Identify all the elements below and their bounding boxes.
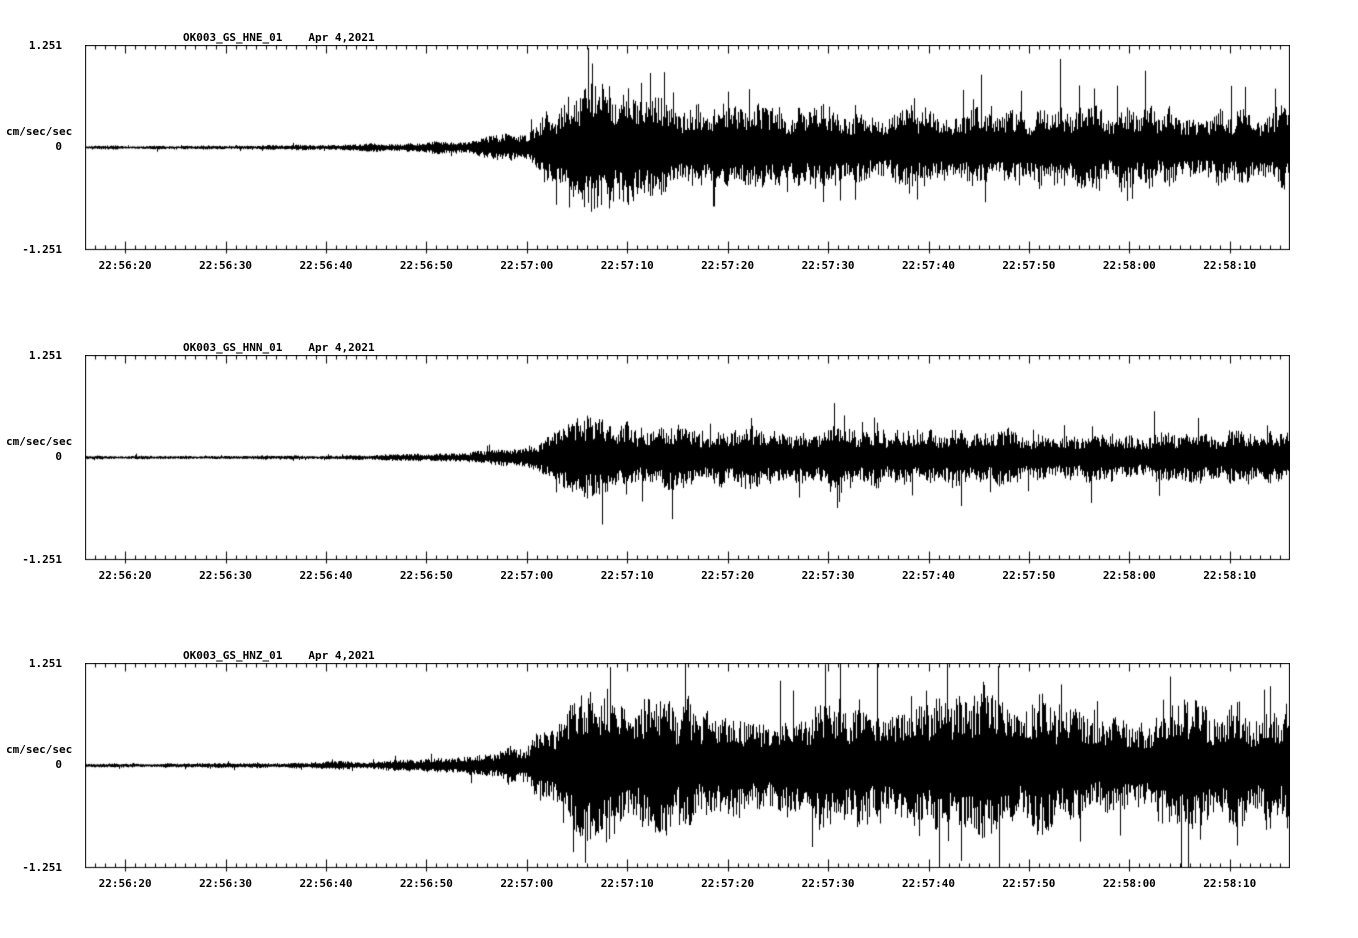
- x-tick-label: 22:56:30: [199, 259, 253, 272]
- y-axis-min-label: -1.251: [22, 861, 62, 874]
- y-axis-unit-label: cm/sec/sec: [6, 743, 73, 756]
- x-tick-label: 22:56:40: [299, 569, 353, 582]
- x-tick-label: 22:57:30: [801, 259, 855, 272]
- waveform-canvas-hne: [85, 45, 1290, 255]
- y-axis-zero-label: 0: [55, 758, 62, 771]
- panel-title-row: OK003_GS_HNN_01 Apr 4,2021: [183, 341, 375, 354]
- panel-title-row: OK003_GS_HNZ_01 Apr 4,2021: [183, 649, 375, 662]
- x-tick-label: 22:57:10: [600, 877, 654, 890]
- x-tick-label: 22:57:40: [902, 259, 955, 272]
- panel-title-row: OK003_GS_HNE_01 Apr 4,2021: [183, 31, 375, 44]
- x-tick-label: 22:57:40: [902, 877, 955, 890]
- x-tick-label: 22:58:10: [1203, 569, 1257, 582]
- x-tick-label: 22:57:00: [500, 569, 554, 582]
- x-tick-label: 22:58:10: [1203, 877, 1257, 890]
- x-tick-label: 22:56:50: [399, 569, 453, 582]
- panel-date-label: Apr 4,2021: [308, 31, 375, 44]
- y-axis-max-label: 1.251: [28, 39, 62, 52]
- x-tick-label: 22:57:50: [1002, 569, 1056, 582]
- x-tick-label: 22:57:10: [600, 259, 654, 272]
- panel-date-label: Apr 4,2021: [308, 649, 375, 662]
- x-tick-label: 22:57:20: [701, 877, 755, 890]
- x-tick-label: 22:56:30: [199, 877, 253, 890]
- x-tick-label: 22:57:50: [1002, 259, 1056, 272]
- x-axis-labels: 22:56:20 22:56:30 22:56:40 22:56:50 22:57:00…: [85, 877, 1290, 893]
- panel-station-label: OK003_GS_HNZ_01: [183, 649, 283, 662]
- x-tick-label: 22:56:20: [98, 569, 152, 582]
- y-axis-max-label: 1.251: [28, 349, 62, 362]
- x-tick-label: 22:56:20: [98, 877, 152, 890]
- x-tick-label: 22:57:30: [801, 877, 855, 890]
- x-tick-label: 22:57:30: [801, 569, 855, 582]
- y-axis-max-label: 1.251: [28, 657, 62, 670]
- x-tick-label: 22:56:20: [98, 259, 152, 272]
- x-tick-label: 22:56:40: [299, 877, 353, 890]
- x-tick-label: 22:57:00: [500, 259, 554, 272]
- panel-station-label: OK003_GS_HNN_01: [183, 341, 283, 354]
- x-tick-label: 22:56:30: [199, 569, 253, 582]
- x-tick-label: 22:58:00: [1102, 877, 1156, 890]
- x-tick-label: 22:56:40: [299, 259, 353, 272]
- x-tick-label: 22:57:20: [701, 569, 755, 582]
- x-tick-label: 22:58:00: [1102, 259, 1156, 272]
- y-axis-unit-label: cm/sec/sec: [6, 125, 73, 138]
- x-tick-label: 22:57:40: [902, 569, 955, 582]
- x-axis-labels: 22:56:20 22:56:30 22:56:40 22:56:50 22:57:00…: [85, 569, 1290, 585]
- waveform-canvas-hnn: [85, 355, 1290, 565]
- x-tick-label: 22:57:00: [500, 877, 554, 890]
- y-axis-min-label: -1.251: [22, 243, 62, 256]
- seismogram-panel-hnz: OK003_GS_HNZ_01 Apr 4,2021 1.251 cm/sec/s…: [0, 638, 1358, 938]
- x-tick-label: 22:56:50: [399, 877, 453, 890]
- seismogram-panel-hnn: OK003_GS_HNN_01 Apr 4,2021 1.251 cm/sec/s…: [0, 330, 1358, 630]
- x-tick-label: 22:56:50: [399, 259, 453, 272]
- panel-station-label: OK003_GS_HNE_01: [183, 31, 283, 44]
- waveform-canvas-hnz: [85, 663, 1290, 873]
- y-axis-zero-label: 0: [55, 140, 62, 153]
- y-axis-unit-label: cm/sec/sec: [6, 435, 73, 448]
- x-axis-labels: 22:56:20 22:56:30 22:56:40 22:56:50 22:57:00…: [85, 259, 1290, 275]
- x-tick-label: 22:57:20: [701, 259, 755, 272]
- x-tick-label: 22:57:50: [1002, 877, 1056, 890]
- panel-date-label: Apr 4,2021: [308, 341, 375, 354]
- x-tick-label: 22:57:10: [600, 569, 654, 582]
- x-tick-label: 22:58:10: [1203, 259, 1257, 272]
- seismogram-panel-hne: OK003_GS_HNE_01 Apr 4,2021 1.251 cm/sec/s…: [0, 20, 1358, 320]
- y-axis-zero-label: 0: [55, 450, 62, 463]
- x-tick-label: 22:58:00: [1102, 569, 1156, 582]
- y-axis-min-label: -1.251: [22, 553, 62, 566]
